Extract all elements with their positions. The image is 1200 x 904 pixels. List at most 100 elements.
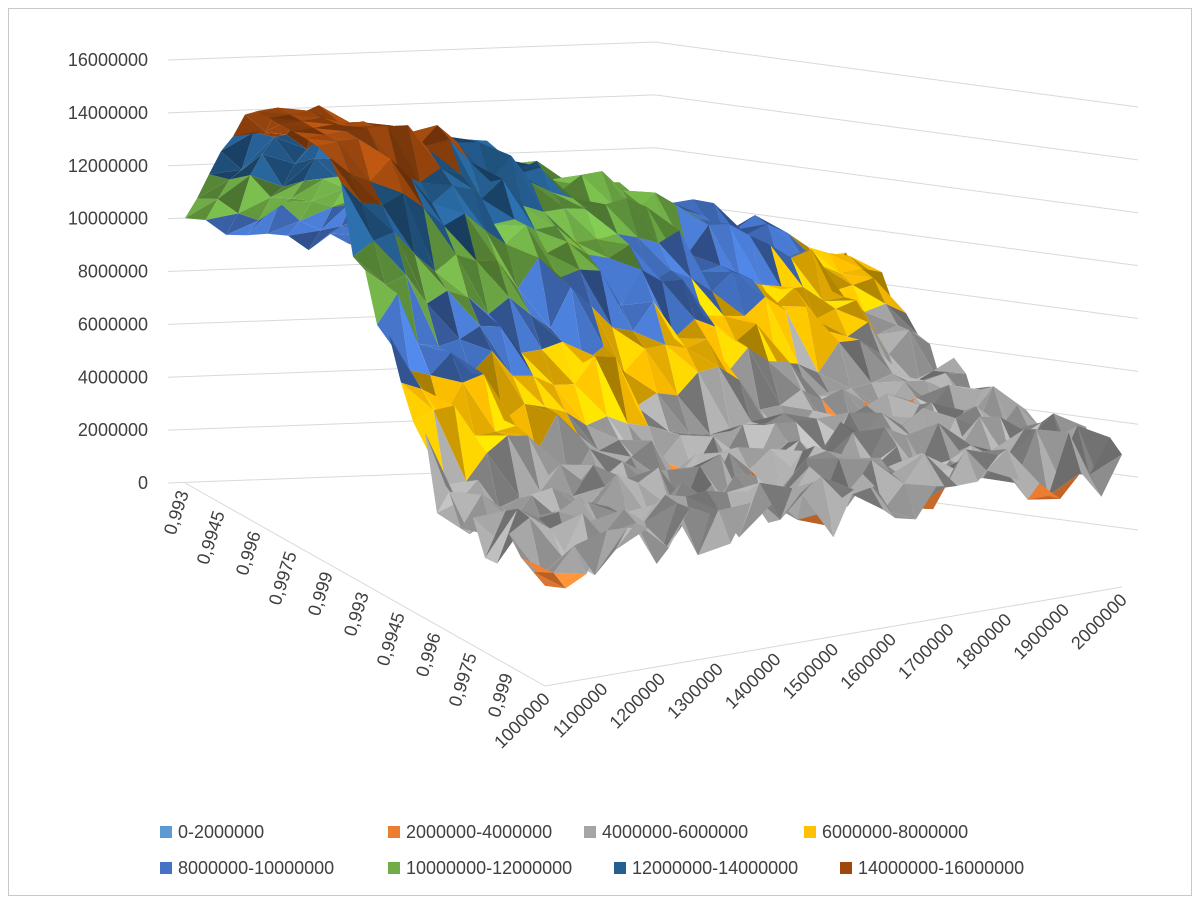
surface-facet: [389, 335, 422, 390]
surface-facet: [747, 347, 781, 410]
surface-facet: [408, 125, 441, 183]
surface-facet: [644, 344, 678, 396]
surface-facet: [440, 167, 474, 190]
surface-facet: [737, 447, 771, 450]
surface-facet: [763, 413, 796, 426]
surface-facet: [637, 467, 671, 507]
surface-facet: [576, 239, 609, 258]
surface-facet: [571, 286, 604, 347]
surface-facet: [856, 300, 889, 355]
surface-facet: [596, 473, 630, 522]
x-tick-label: 1600000: [836, 629, 900, 693]
surface-facet: [780, 389, 814, 411]
surface-facet: [571, 286, 604, 363]
surface-facet: [756, 323, 790, 363]
surface-facet: [552, 192, 585, 209]
surface-facet: [547, 241, 580, 270]
surface-facet: [233, 132, 266, 137]
surface-facet: [881, 412, 915, 440]
surface-facet: [715, 326, 748, 373]
surface-facet: [217, 175, 251, 200]
surface-facet: [490, 155, 524, 206]
surface-facet: [346, 127, 379, 152]
surface-facet: [729, 224, 762, 285]
x-tick-label: 1200000: [606, 669, 670, 733]
surface-facet: [636, 522, 669, 564]
surface-facet: [476, 261, 510, 314]
surface-facet: [205, 213, 239, 235]
surface-facet: [394, 232, 427, 304]
surface-facet: [1027, 483, 1061, 500]
surface-facet: [390, 158, 424, 208]
surface-facet: [318, 105, 352, 124]
legend-swatch: [840, 862, 852, 874]
surface-facet: [759, 482, 793, 520]
depth-axis-line: [184, 482, 546, 687]
surface-facet: [414, 254, 448, 304]
surface-facet: [620, 301, 654, 332]
surface-facet: [267, 202, 301, 234]
surface-facet: [557, 413, 590, 488]
surface-facet: [349, 173, 383, 205]
surface-facet: [341, 182, 374, 257]
surface-facet: [334, 124, 367, 128]
surface-facet: [303, 176, 337, 182]
depth-tick-label: 0,9945: [373, 610, 409, 669]
surface-facet: [524, 403, 558, 414]
surface-facet: [864, 311, 898, 335]
surface-facet: [325, 131, 359, 139]
depth-tick-label: 0,9975: [265, 549, 301, 608]
legend-swatch: [160, 826, 172, 838]
surface-facet: [668, 431, 702, 436]
surface-facet: [305, 134, 338, 142]
surface-facet: [811, 249, 845, 298]
surface-facet: [808, 247, 841, 274]
surface-facet: [617, 473, 650, 518]
surface-facet: [262, 153, 295, 187]
surface-facet: [802, 286, 836, 320]
surface-facet: [523, 205, 556, 227]
surface-facet: [699, 265, 733, 272]
x-tick-label: 1500000: [779, 639, 843, 703]
surface-facet: [656, 393, 690, 434]
surface-facet: [711, 291, 745, 317]
surface-facet: [718, 366, 752, 431]
surface-facet: [948, 384, 982, 390]
surface-facet: [773, 287, 807, 307]
surface-facet: [517, 257, 551, 329]
surface-facet: [353, 256, 386, 285]
surface-facet: [765, 296, 798, 364]
surface-facet: [432, 185, 465, 214]
surface-facet: [598, 439, 632, 457]
surface-facet: [749, 235, 783, 290]
surface-facet: [466, 453, 499, 508]
surface-facet: [849, 255, 882, 273]
surface-facet: [883, 483, 916, 520]
surface-facet: [672, 202, 706, 216]
surface-facet: [938, 423, 971, 451]
surface-facet: [965, 449, 999, 471]
surface-facet: [852, 285, 886, 312]
surface-facet: [420, 182, 453, 204]
surface-facet: [541, 349, 575, 385]
surface-facet: [881, 412, 915, 440]
surface-facet: [300, 206, 333, 231]
surface-facet: [747, 347, 781, 406]
surface-facet: [565, 411, 599, 451]
surface-facet: [474, 435, 508, 454]
surface-facet: [574, 384, 608, 426]
surface-facet: [765, 296, 798, 364]
surface-facet: [505, 244, 539, 289]
surface-facet: [541, 545, 575, 576]
surface-facet: [859, 339, 893, 374]
surface-facet: [562, 341, 596, 385]
surface-facet: [814, 308, 848, 337]
surface-facet: [826, 331, 860, 340]
surface-facet: [478, 141, 512, 156]
legend-label: 8000000-10000000: [178, 857, 335, 878]
surface-facet: [497, 260, 530, 314]
surface-facet: [607, 416, 640, 463]
surface-facet: [567, 241, 601, 271]
surface-facet: [790, 257, 824, 302]
surface-facet: [729, 224, 762, 285]
